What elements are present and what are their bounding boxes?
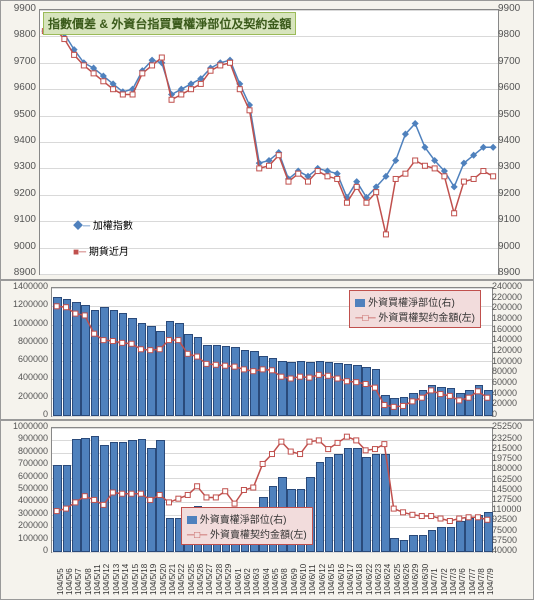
x-axis-label: 104/6/4 (262, 568, 271, 595)
x-axis-label: 104/7/8 (477, 568, 486, 595)
x-axis-label: 104/7/7 (468, 568, 477, 595)
x-axis-label: 104/6/30 (421, 564, 430, 595)
x-axis-label: 104/5/13 (112, 564, 121, 595)
x-axis-label: 104/6/2 (243, 568, 252, 595)
call-option-chart: 0200000400000600000800000100000012000001… (0, 280, 534, 420)
x-axis-label: 104/7/1 (430, 568, 439, 595)
x-axis-label: 104/6/25 (393, 564, 402, 595)
x-axis-label: 104/5/7 (74, 568, 83, 595)
x-axis-label: 104/5/27 (205, 564, 214, 595)
x-axis-label: 104/6/1 (234, 568, 243, 595)
x-axis-label: 104/5/18 (140, 564, 149, 595)
legend-index: ◆─ 加權指數■─ 期貨近月 (69, 215, 137, 260)
x-axis-label: 104/5/15 (131, 564, 140, 595)
index-spread-chart: 8900890090009000910091009200920093009300… (0, 0, 534, 280)
x-axis-label: 104/6/16 (337, 564, 346, 595)
x-axis-label: 104/5/25 (187, 564, 196, 595)
x-axis-label: 104/5/20 (159, 564, 168, 595)
x-axis-label: 104/6/29 (411, 564, 420, 595)
chart-title: 指數價差 & 外資台指買賣權淨部位及契約金額 (43, 12, 296, 35)
x-axis-label: 104/5/22 (177, 564, 186, 595)
x-axis-label: 104/6/3 (252, 568, 261, 595)
x-axis-label: 104/5/29 (224, 564, 233, 595)
x-axis-label: 104/5/28 (215, 564, 224, 595)
x-axis-label: 104/7/9 (486, 568, 495, 595)
x-axis-label: 104/6/22 (365, 564, 374, 595)
x-axis-label: 104/5/19 (149, 564, 158, 595)
x-axis-label: 104/6/8 (280, 568, 289, 595)
x-axis-label: 104/6/5 (271, 568, 280, 595)
x-axis-label: 104/6/15 (327, 564, 336, 595)
x-axis-label: 104/7/3 (449, 568, 458, 595)
x-axis-label: 104/7/2 (440, 568, 449, 595)
x-axis-label: 104/6/18 (355, 564, 364, 595)
x-axis-label: 104/6/17 (346, 564, 355, 595)
x-axis-label: 104/6/24 (383, 564, 392, 595)
x-axis-label: 104/6/12 (318, 564, 327, 595)
legend-put: 外資賣權淨部位(右)─□─ 外資賣權契约金額(左) (181, 507, 313, 545)
x-axis-label: 104/5/8 (84, 568, 93, 595)
x-axis-label: 104/5/21 (168, 564, 177, 595)
x-axis-label: 104/6/11 (308, 564, 317, 595)
x-axis-label: 104/7/6 (458, 568, 467, 595)
x-axis-label: 104/6/26 (402, 564, 411, 595)
x-axis-label: 104/5/12 (102, 564, 111, 595)
x-axis-label: 104/5/26 (196, 564, 205, 595)
x-axis-label: 104/6/9 (290, 568, 299, 595)
x-axis-label: 104/5/5 (56, 568, 65, 595)
legend-call: 外資買權淨部位(右)─□─ 外資買權契约金額(左) (349, 290, 481, 328)
x-axis-label: 104/6/10 (299, 564, 308, 595)
put-option-chart: 0100000200000300000400000500000600000700… (0, 420, 534, 600)
x-axis-label: 104/5/14 (121, 564, 130, 595)
x-axis-label: 104/5/6 (65, 568, 74, 595)
x-axis-label: 104/5/11 (93, 564, 102, 595)
x-axis-label: 104/6/23 (374, 564, 383, 595)
